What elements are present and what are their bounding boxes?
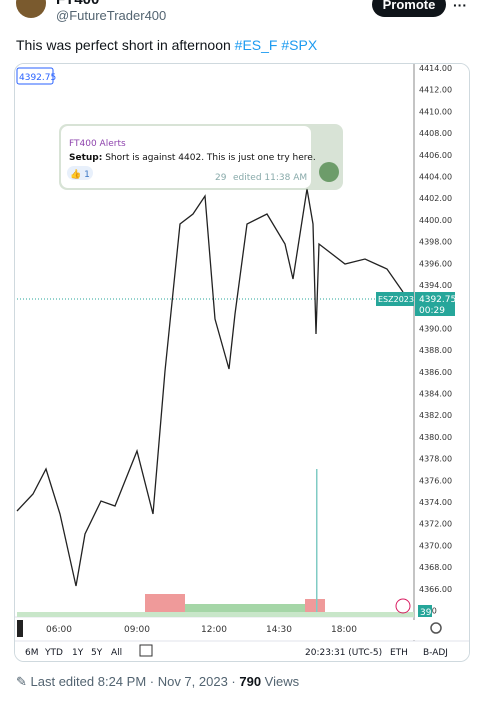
x-tick-label: 12:00 <box>201 625 227 635</box>
y-tick-label: 4386.00 <box>419 368 452 377</box>
range-button[interactable]: YTD <box>44 648 63 658</box>
y-tick-label: 4384.00 <box>419 390 452 399</box>
setup-text: Short is against 4402. This is just one … <box>105 153 315 163</box>
handle[interactable]: @FutureTrader400 <box>56 8 167 23</box>
y-tick-label: 4408.00 <box>419 129 452 138</box>
y-tick-label: 4378.00 <box>419 455 452 464</box>
y-tick-label: 4368.00 <box>419 563 452 572</box>
y-tick-label: 4412.00 <box>419 86 452 95</box>
hashtag[interactable]: #ES_F <box>234 37 278 53</box>
y-tick-label: 4374.00 <box>419 498 452 507</box>
display-name[interactable]: FT400 <box>56 0 99 8</box>
price-tag <box>415 292 455 316</box>
y-tick-label: 4380.00 <box>419 433 452 442</box>
edited[interactable]: Last edited 8:24 PM · Nov 7, 2023 · <box>30 674 240 689</box>
alert-views: 29 <box>215 173 227 183</box>
price-series <box>16 188 404 587</box>
alert-edited: edited 11:38 AM <box>233 173 307 183</box>
range-button[interactable]: 6M <box>25 648 39 658</box>
y-tick-label: 4394.00 <box>419 281 452 290</box>
alert-icon[interactable] <box>395 598 411 614</box>
text: This was perfect short in afternoon <box>16 37 231 53</box>
x-tick-label: 18:00 <box>331 625 357 635</box>
y-tick-label: 4402.00 <box>419 194 452 203</box>
x-tick-label: 09:00 <box>124 625 150 635</box>
footer: ✎ Last edited 8:24 PM · Nov 7, 2023 · 79… <box>16 674 300 689</box>
countdown: 00:29 <box>419 306 445 316</box>
badge-bg <box>418 605 432 617</box>
corner-price-tag <box>16 67 54 85</box>
y-tick-label: 4372.00 <box>419 520 452 529</box>
setup-label: Setup: <box>69 153 102 163</box>
y-tick-label: 4376.00 <box>419 476 452 485</box>
y-tick-label: 4396.00 <box>419 259 452 268</box>
scroll-stub <box>17 620 23 637</box>
alert-setup: Setup: Short is against 4402. This is ju… <box>69 153 316 163</box>
y-tick-label: 4406.00 <box>419 151 452 160</box>
chart-image: 4392.75 ESZ2023 4414.00 4412.00 4410.00 440… <box>15 64 469 661</box>
symbol-tag <box>376 292 414 306</box>
y-tick-label: 4404.00 <box>419 173 452 182</box>
range-button[interactable]: All <box>111 648 122 658</box>
symbol: ESZ2023 <box>378 295 414 304</box>
tweet-text: This was perfect short in afternoon #ES_… <box>16 37 317 53</box>
avatar[interactable] <box>16 0 46 18</box>
views-label: Views <box>261 674 300 689</box>
views-count: 790 <box>239 674 262 689</box>
y-tick-label: 4410.00 <box>419 107 452 116</box>
share-icon[interactable] <box>319 162 339 182</box>
y-tick-label: 4398.00 <box>419 238 452 247</box>
reaction[interactable]: 👍 1 <box>70 168 90 180</box>
y-tick-label: 4400.00 <box>419 216 452 225</box>
hashtag[interactable]: #SPX <box>281 37 318 53</box>
x-tick-label: 06:00 <box>46 625 72 635</box>
y-tick-label: 4382.00 <box>419 411 452 420</box>
y-tick-label: 4366.00 <box>419 585 452 594</box>
adjust[interactable]: B-ADJ <box>423 648 448 658</box>
y-tick-label: 4388.00 <box>419 346 452 355</box>
calendar-icon[interactable] <box>139 644 153 657</box>
last-price: 4392.75 <box>419 295 456 305</box>
more-button[interactable]: ··· <box>453 0 467 13</box>
clock: 20:23:31 (UTC-5) <box>305 648 382 658</box>
corner-price: 4392.75 <box>19 73 56 83</box>
badge: 39 <box>420 608 432 618</box>
media[interactable]: 4392.75 ESZ2023 4414.00 4412.00 4410.00 440… <box>14 63 470 662</box>
range-button[interactable]: 5Y <box>91 648 103 658</box>
session[interactable]: ETH <box>390 648 408 658</box>
volume <box>17 469 414 617</box>
time-axis <box>15 620 469 640</box>
y-tick-label: 4414.00 <box>419 64 452 73</box>
alert-title: FT400 Alerts <box>69 139 126 149</box>
x-tick-label: 14:30 <box>266 625 292 635</box>
promote-button[interactable]: Promote <box>372 0 446 17</box>
y-tick-label: 4390.00 <box>419 324 452 333</box>
y-tick-label: 4370.00 <box>419 541 452 550</box>
range-button[interactable]: 1Y <box>72 648 84 658</box>
settings-icon[interactable] <box>430 622 442 634</box>
alert-card: FT400 Alerts Setup: Short is against 440… <box>59 124 343 190</box>
